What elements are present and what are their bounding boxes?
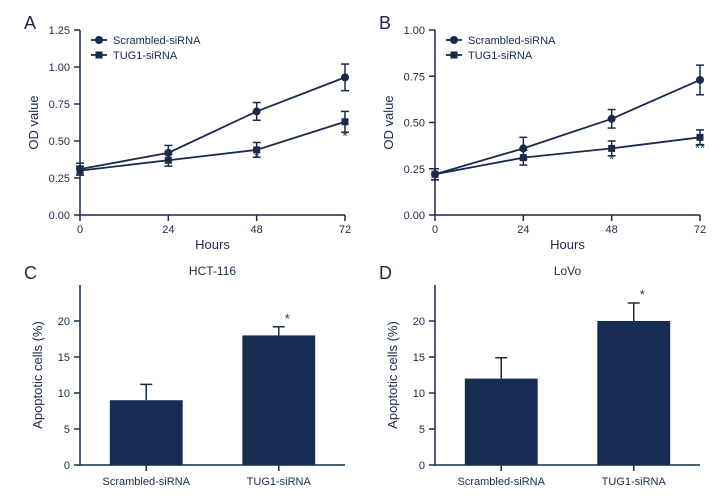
legend-square-icon xyxy=(451,52,458,59)
ytick-label: 0.00 xyxy=(49,210,70,222)
panel-A: A 0.00 0.25 0.50 0.75 1.00 1.25 0 24 48 72 Hours OD … xyxy=(10,5,360,250)
circle-marker-icon xyxy=(696,76,704,84)
legend-label: Scrambled-siRNA xyxy=(468,35,556,47)
legend-circle-icon xyxy=(450,36,458,44)
legend-square-icon xyxy=(96,52,103,59)
significance-mark: ** xyxy=(695,140,705,155)
ytick-label: 0.50 xyxy=(49,136,70,148)
xtick-label: 48 xyxy=(606,224,618,236)
y-axis-label: OD value xyxy=(26,95,41,149)
x-axis-label: Hours xyxy=(550,237,585,250)
significance-mark: * xyxy=(640,287,645,302)
ytick-label: 1.00 xyxy=(404,25,425,37)
ytick-label: 0.25 xyxy=(49,173,70,185)
xtick-label: 0 xyxy=(432,224,438,236)
bar xyxy=(465,379,538,465)
panel-B: B 0.00 0.25 0.50 0.75 1.00 0 24 48 72 Hours OD valu… xyxy=(365,5,715,250)
ytick-label: 0.75 xyxy=(49,99,70,111)
square-marker-icon xyxy=(342,118,349,125)
ytick-label: 10 xyxy=(58,388,70,400)
square-marker-icon xyxy=(165,157,172,164)
y-axis-label: Apoptotic cells (%) xyxy=(385,321,400,429)
xtick-label: 48 xyxy=(251,224,263,236)
circle-marker-icon xyxy=(341,73,349,81)
series-line xyxy=(435,137,700,174)
category-label: TUG1-siRNA xyxy=(247,476,312,488)
series-line xyxy=(435,80,700,174)
square-marker-icon xyxy=(77,167,84,174)
panel-D: D LoVo 0 5 10 15 20 Apoptotic cells (%) Scramble… xyxy=(365,255,715,500)
panel-letter: C xyxy=(24,263,37,283)
ytick-label: 5 xyxy=(64,424,70,436)
circle-marker-icon xyxy=(608,115,616,123)
category-label: Scrambled-siRNA xyxy=(103,476,191,488)
ytick-label: 5 xyxy=(419,424,425,436)
panel-letter: B xyxy=(379,13,391,33)
ytick-label: 0 xyxy=(64,460,70,472)
xtick-label: 24 xyxy=(517,224,529,236)
ytick-label: 0.00 xyxy=(404,210,425,222)
panel-title: LoVo xyxy=(554,264,582,278)
significance-mark: * xyxy=(609,152,614,167)
bar xyxy=(110,400,183,465)
bar xyxy=(597,321,670,465)
panel-letter: D xyxy=(379,263,392,283)
panel-letter: A xyxy=(24,13,36,33)
ytick-label: 15 xyxy=(58,352,70,364)
square-marker-icon xyxy=(520,154,527,161)
xtick-label: 0 xyxy=(77,224,83,236)
ytick-label: 0.75 xyxy=(404,71,425,83)
circle-marker-icon xyxy=(253,107,261,115)
legend-label: TUG1-siRNA xyxy=(113,50,178,62)
ytick-label: 1.00 xyxy=(49,62,70,74)
legend-circle-icon xyxy=(95,36,103,44)
significance-mark: * xyxy=(285,311,290,326)
xtick-label: 72 xyxy=(694,224,706,236)
y-axis-label: Apoptotic cells (%) xyxy=(30,321,45,429)
category-label: Scrambled-siRNA xyxy=(458,476,546,488)
ytick-label: 0.50 xyxy=(404,118,425,130)
panel-C: C HCT-116 0 5 10 15 20 Apoptotic cells (%) Scram… xyxy=(10,255,360,500)
y-axis-label: OD value xyxy=(381,95,396,149)
square-marker-icon xyxy=(432,171,439,178)
ytick-label: 20 xyxy=(413,316,425,328)
legend-label: Scrambled-siRNA xyxy=(113,35,201,47)
xtick-label: 72 xyxy=(339,224,351,236)
panel-title: HCT-116 xyxy=(189,264,236,278)
bar xyxy=(242,335,315,465)
significance-mark: * xyxy=(342,129,347,144)
ytick-label: 1.25 xyxy=(49,25,70,37)
x-axis-label: Hours xyxy=(195,237,230,250)
category-label: TUG1-siRNA xyxy=(602,476,667,488)
ytick-label: 10 xyxy=(413,388,425,400)
ytick-label: 0 xyxy=(419,460,425,472)
legend-label: TUG1-siRNA xyxy=(468,50,533,62)
xtick-label: 24 xyxy=(162,224,174,236)
significance-mark: * xyxy=(254,149,259,164)
ytick-label: 0.25 xyxy=(404,164,425,176)
series-line xyxy=(80,122,345,171)
ytick-label: 20 xyxy=(58,316,70,328)
ytick-label: 15 xyxy=(413,352,425,364)
